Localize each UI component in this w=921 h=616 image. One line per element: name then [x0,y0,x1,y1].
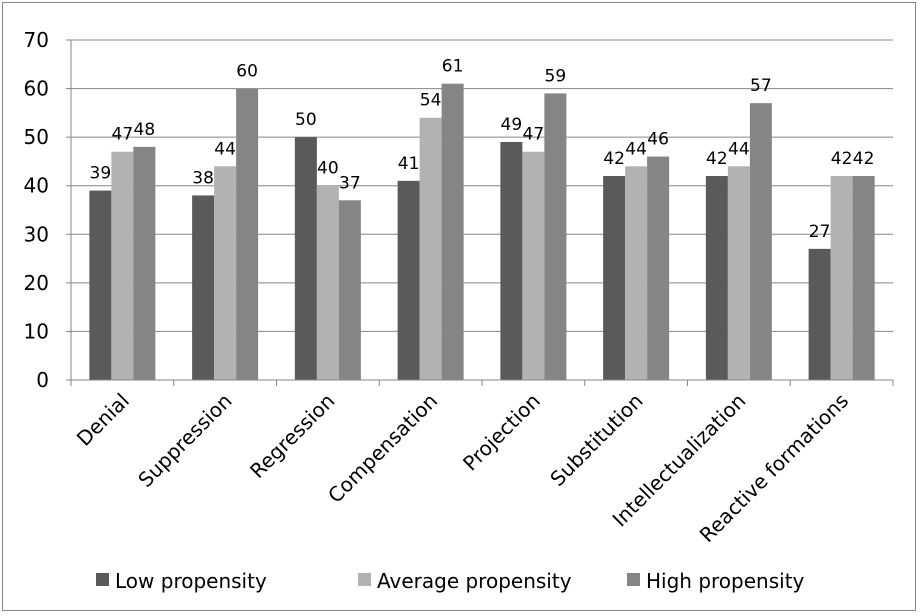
data-label: 54 [420,91,442,111]
bar [192,195,215,380]
legend-swatch [358,573,371,586]
data-label: 57 [750,76,772,96]
x-tick-label: Substitution [545,389,647,491]
bar [830,176,853,380]
y-tick-label: 20 [24,271,49,295]
bar [544,93,567,380]
bar [749,103,772,381]
data-label: 47 [523,125,545,145]
bar [625,166,648,380]
legend: Low propensity Average propensity High pro… [96,569,805,593]
bar [441,83,464,380]
x-tick-label: Projection [458,389,545,476]
y-tick-label: 10 [24,319,49,343]
data-label: 46 [647,130,669,150]
legend-label: Low propensity [115,569,267,593]
bar [522,151,545,380]
bar [852,176,875,380]
data-label: 42 [831,149,853,169]
data-label: 50 [295,110,317,130]
y-tick-label: 30 [24,222,49,246]
data-label: 44 [214,139,236,159]
y-tick-label: 60 [24,77,49,101]
data-label: 59 [545,66,567,86]
data-label: 44 [728,139,750,159]
legend-swatch [627,573,640,586]
y-tick-label: 50 [24,125,49,149]
bar [705,176,728,380]
data-label: 40 [317,159,339,179]
bar [316,185,339,380]
data-label: 47 [112,125,134,145]
bar [727,166,750,380]
bar [338,200,361,380]
data-label: 42 [853,149,875,169]
bar [214,166,237,380]
y-tick-label: 70 [24,28,49,52]
y-tick-label: 40 [24,174,49,198]
bar [397,180,420,380]
legend-label: Average propensity [377,569,572,593]
bar [647,156,670,380]
data-label: 44 [625,139,647,159]
data-label: 42 [706,149,728,169]
x-tick-label: Compensation [323,389,442,508]
x-tick-label: Suppression [133,389,236,492]
data-label: 38 [192,168,214,188]
bar [89,190,112,380]
data-label: 41 [398,154,420,174]
bar [808,248,831,380]
bar [294,137,317,380]
data-label: 60 [236,62,258,82]
data-label: 61 [442,57,464,77]
bar [500,142,523,380]
data-label: 27 [809,222,831,242]
bar [236,88,259,381]
data-label: 37 [339,173,361,193]
legend-swatch [96,573,109,586]
bar [603,176,626,380]
y-tick-label: 0 [36,368,49,392]
data-label: 48 [134,120,156,140]
x-tick-label: Denial [72,389,134,451]
data-label: 39 [90,164,112,184]
bar [111,151,134,380]
bars [89,83,875,381]
x-tick-label: Regression [245,389,339,483]
bar [419,117,442,380]
data-label: 49 [501,115,523,135]
legend-label: High propensity [646,569,805,593]
data-label: 42 [603,149,625,169]
bar [133,146,156,380]
